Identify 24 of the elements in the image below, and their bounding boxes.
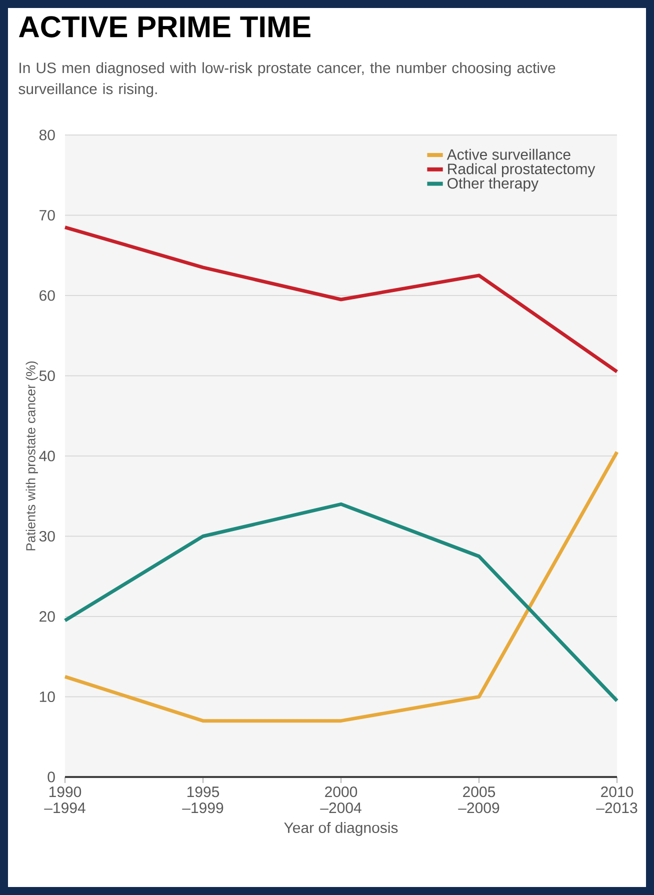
x-tick-label: 1995 –1999 [182,786,224,814]
y-tick-label: 70 [40,210,55,221]
y-tick-label: 40 [39,450,55,462]
y-tick-label: 60 [40,290,55,301]
legend-label: Other therapy [448,178,539,192]
legend-label: Active surveillance [446,148,570,160]
x-tick-label: 2010 –2013 [596,786,638,814]
y-tick-label: 30 [39,530,55,542]
y-tick-label: 80 [39,130,55,140]
line-series [63,502,619,703]
x-tick-label: 1990 –1994 [44,786,86,814]
x-axis-title: Year of diagnosis [284,822,398,836]
y-tick-label: 20 [40,611,55,622]
y-tick-label: 50 [39,370,55,382]
y-axis-title: Patients with prostate cancer (%) [26,361,38,550]
line-series [63,450,619,723]
line-series [63,226,619,374]
x-tick-label: 2005 –2009 [458,786,500,814]
x-tick-label: 2000 –2004 [320,786,362,814]
chart-title: ACTIVE PRIME TIME [18,16,310,38]
y-tick-label: 10 [40,691,55,702]
y-tick-label: 0 [48,772,55,782]
chart-subtitle: In US men diagnosed with low-risk prostate cancer, the number choosing active surveillance is rising. [18,62,556,98]
legend-label: Radical prostatectomy [448,163,596,178]
